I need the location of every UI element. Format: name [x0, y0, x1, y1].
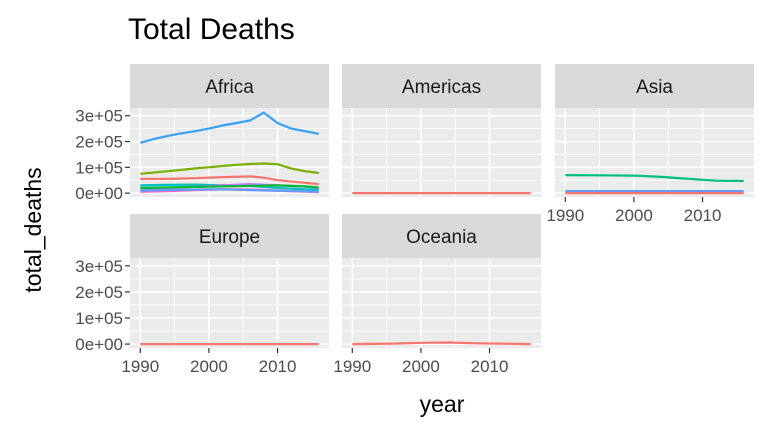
x-tick-label: 2000 [615, 206, 653, 225]
y-axis-label: total_deaths [20, 167, 46, 292]
y-tick-label: 3e+05 [75, 107, 123, 126]
facet-strip-africa [130, 64, 329, 108]
facet-strip-label-asia: Asia [636, 77, 673, 98]
facet-strip-europe [130, 214, 329, 258]
series-line-asia-0 [565, 174, 744, 183]
facets-layer: Africa 0e+00 1e+05 2e+05 3e+05 Americas Asia 19… [75, 64, 754, 376]
facet-africa: Africa 0e+00 1e+05 2e+05 3e+05 [75, 64, 329, 203]
x-tick-label: 1990 [546, 206, 584, 225]
facet-strip-americas [342, 64, 541, 108]
facet-strip-label-oceania: Oceania [406, 227, 477, 248]
facet-panel-asia [555, 108, 754, 197]
facet-panel-oceania [342, 258, 541, 348]
x-tick-label: 2010 [259, 357, 297, 376]
x-tick-label: 1990 [121, 357, 159, 376]
facet-strip-label-europe: Europe [199, 227, 260, 248]
series-line-africa-1 [140, 162, 319, 175]
x-tick-label: 2010 [684, 206, 722, 225]
facet-panel-africa [130, 108, 329, 197]
y-tick-label: 0e+00 [75, 184, 123, 203]
x-tick-label: 2000 [190, 357, 228, 376]
series-line-africa-5 [140, 184, 319, 190]
facet-panel-americas [342, 108, 541, 197]
facet-americas: Americas [342, 64, 541, 197]
y-tick-label: 2e+05 [75, 283, 123, 302]
x-axis-label: year [420, 391, 465, 417]
facet-strip-asia [555, 64, 754, 108]
facet-strip-label-americas: Americas [402, 77, 481, 98]
chart-title: Total Deaths [128, 13, 295, 46]
series-line-africa-2 [140, 175, 319, 186]
facet-strip-label-africa: Africa [205, 77, 254, 98]
facet-asia: Asia 1990 2000 2010 [546, 64, 754, 225]
y-tick-label: 3e+05 [75, 257, 123, 276]
facet-europe: Europe 0e+00 1e+05 2e+05 3e+05 1990 2000 2010 [75, 214, 329, 376]
series-line-oceania-0 [352, 341, 531, 346]
y-tick-label: 1e+05 [75, 158, 123, 177]
y-tick-label: 0e+00 [75, 335, 123, 354]
y-tick-label: 2e+05 [75, 133, 123, 152]
series-line-africa-7 [140, 188, 319, 193]
x-tick-label: 2000 [402, 357, 440, 376]
x-tick-label: 1990 [333, 357, 371, 376]
facet-strip-oceania [342, 214, 541, 258]
facet-oceania: Oceania 1990 2000 2010 [333, 214, 541, 376]
series-line-africa-0 [140, 111, 319, 144]
x-tick-label: 2010 [471, 357, 509, 376]
y-tick-label: 1e+05 [75, 309, 123, 328]
facet-panel-europe [130, 258, 329, 348]
